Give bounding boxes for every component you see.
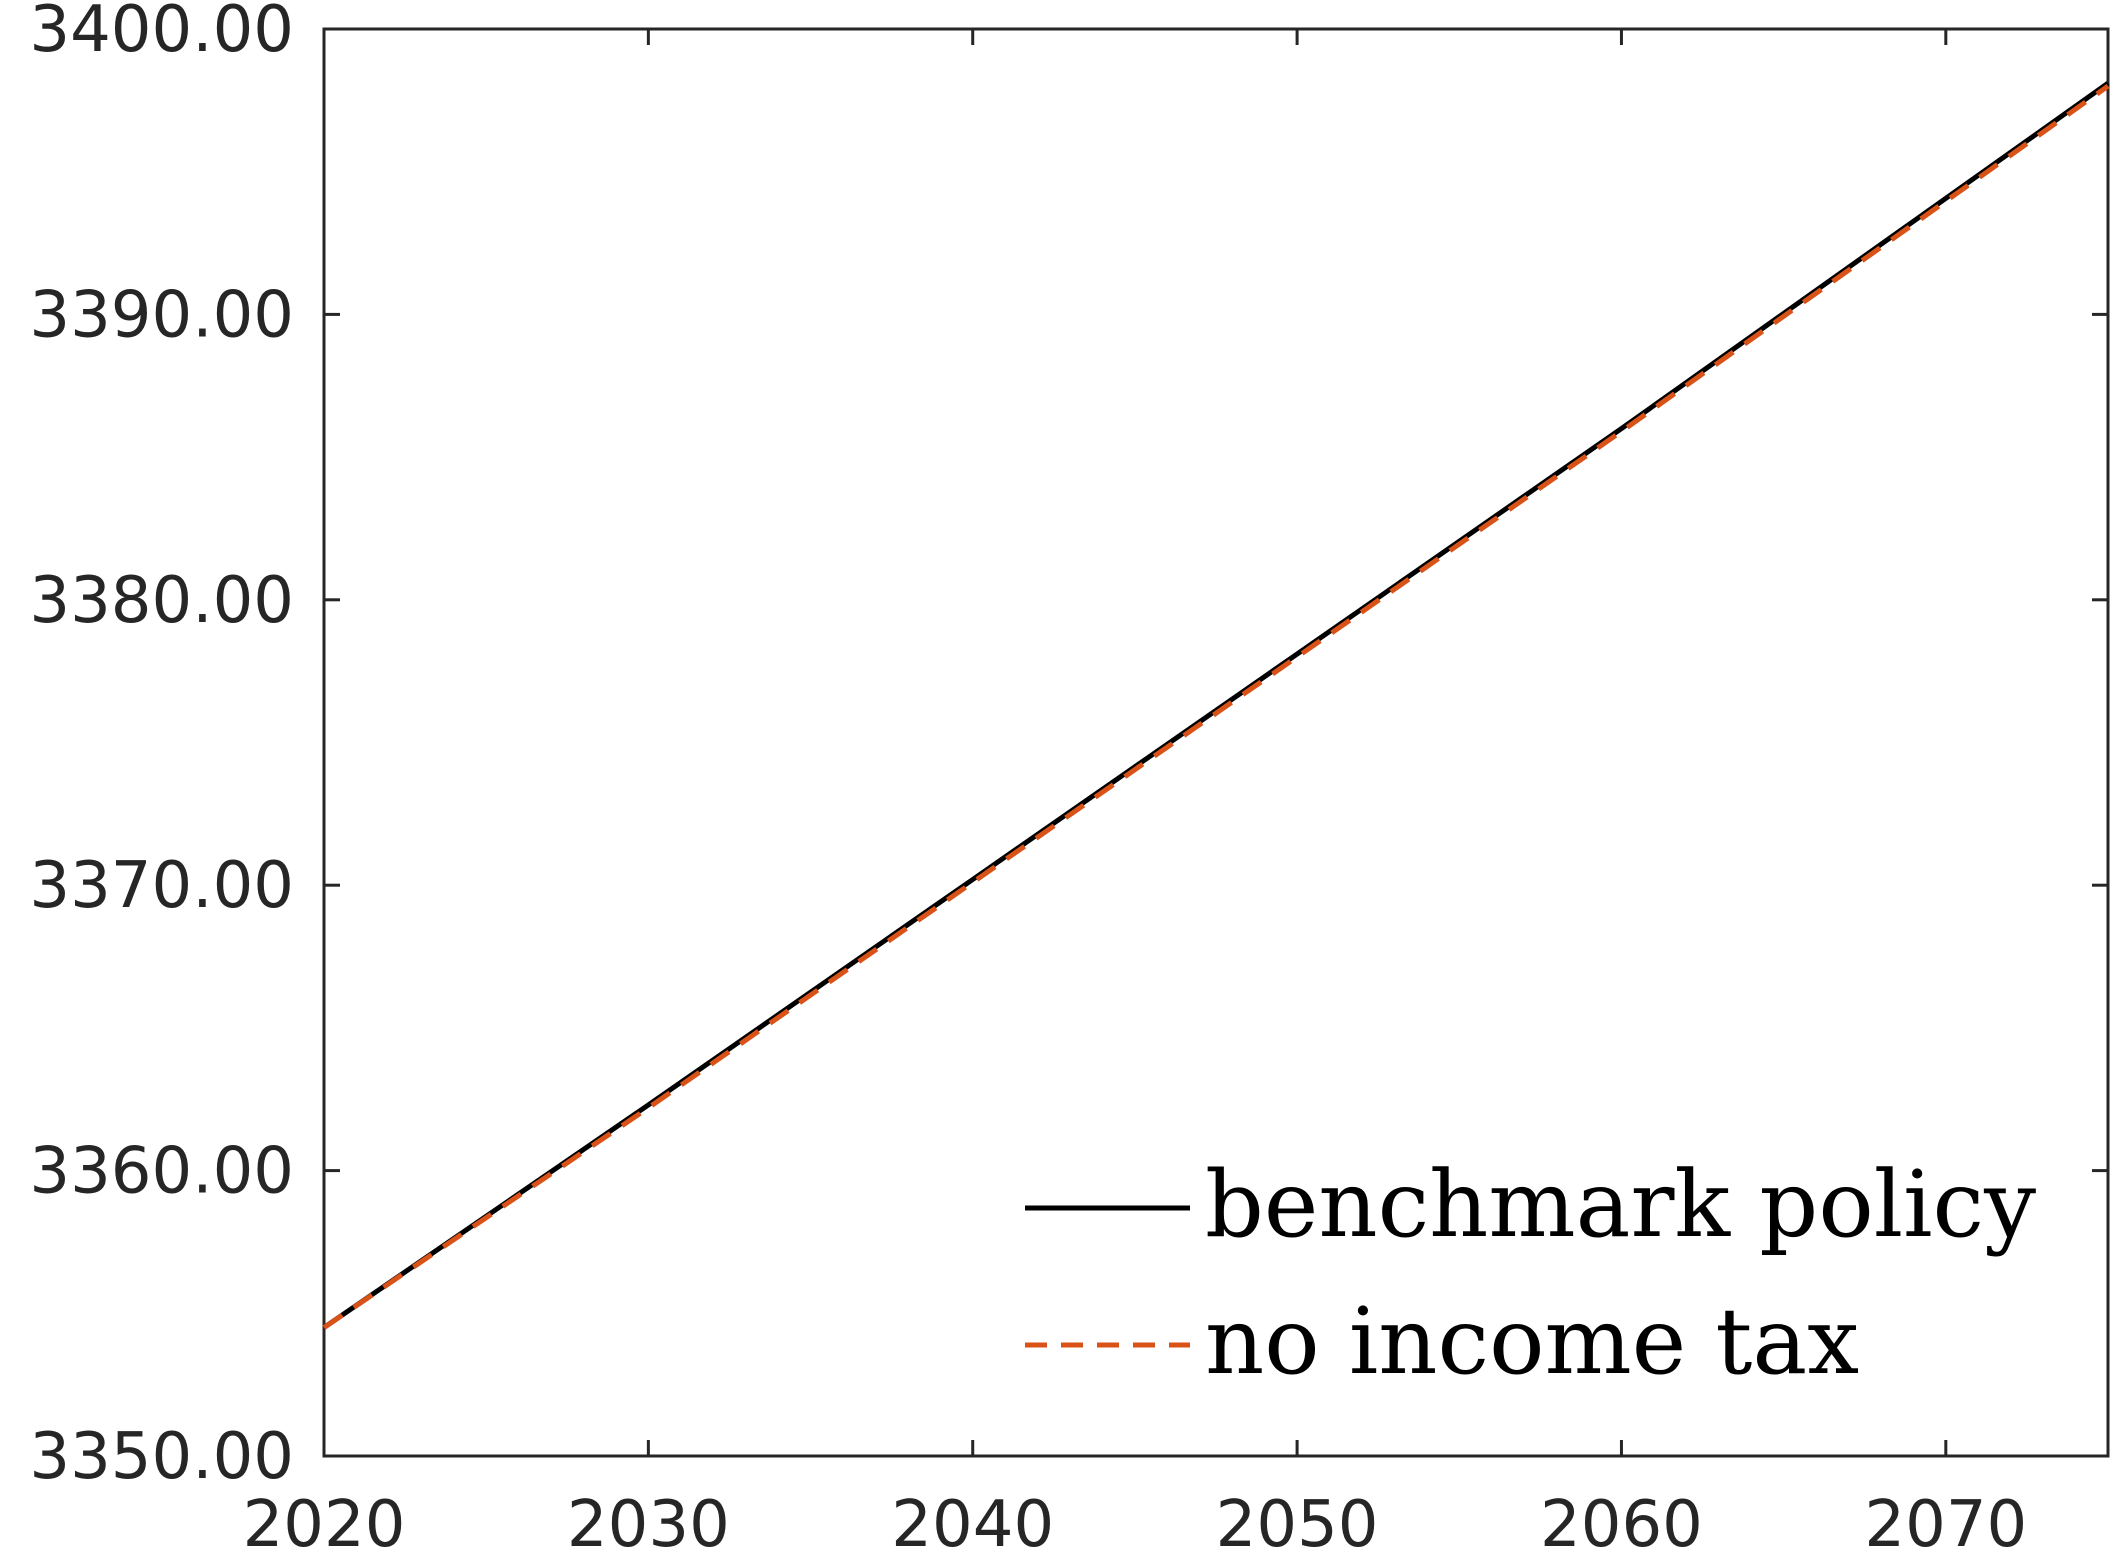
x-tick-label: 2030: [567, 1488, 730, 1554]
axes-box: [322, 27, 2110, 1458]
y-tick-label: 3380.00: [29, 564, 294, 638]
legend-label-2: no income tax: [1205, 1288, 1859, 1395]
legend-label-1: benchmark policy: [1205, 1151, 2036, 1258]
x-tick-label: 2020: [243, 1488, 406, 1554]
legend: benchmark policy no income tax: [1025, 1151, 2036, 1395]
y-tick-label: 3350.00: [29, 1420, 294, 1494]
x-tick-label: 2060: [1540, 1488, 1703, 1554]
plot-area: [322, 27, 2110, 1458]
series-line-2: [322, 84, 2110, 1330]
y-tick-label: 3360.00: [29, 1135, 294, 1209]
x-tick-label: 2070: [1864, 1488, 2027, 1554]
series-line-1: [322, 81, 2110, 1330]
x-tick-label: 2050: [1216, 1488, 1379, 1554]
y-tick-label: 3370.00: [29, 849, 294, 923]
y-axis: 3350.00 3360.00 3370.00 3380.00 3390.00 3400.…: [29, 0, 2108, 1494]
series-layer: [322, 81, 2110, 1330]
y-tick-label: 3400.00: [29, 0, 294, 67]
x-axis: 2020 2030 2040 2050 2060 2070: [243, 29, 2027, 1554]
y-tick-label: 3390.00: [29, 278, 294, 352]
x-tick-label: 2040: [891, 1488, 1054, 1554]
